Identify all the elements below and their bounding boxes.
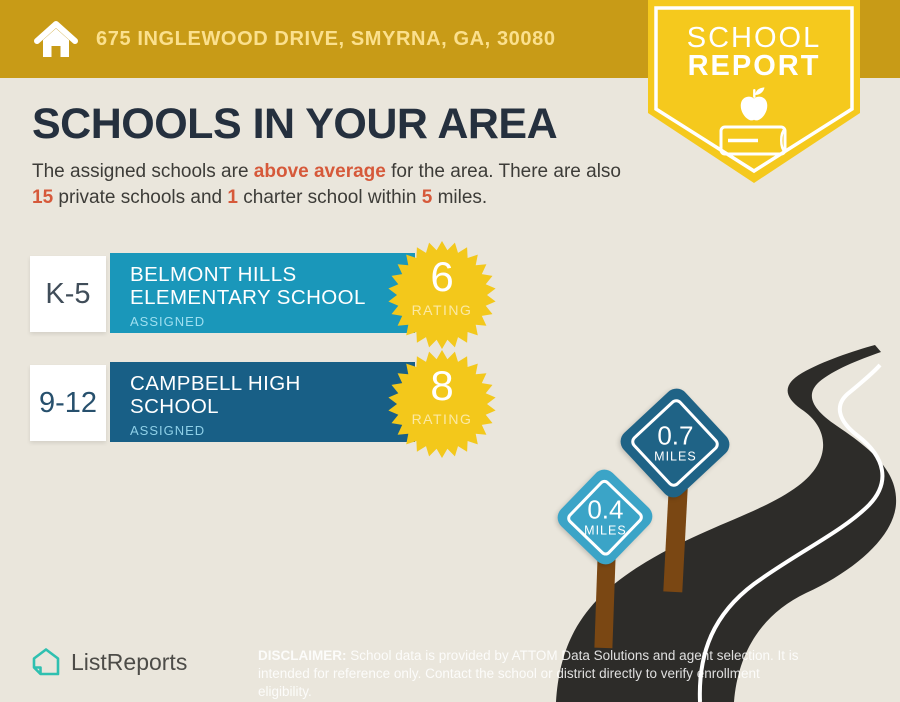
grade-range-label: 9-12	[38, 386, 98, 419]
property-address: 675 INGLEWOOD DRIVE, SMYRNA, GA, 30080	[96, 27, 556, 50]
rating-number: 8	[430, 362, 454, 409]
assigned-status: ASSIGNED	[130, 313, 206, 329]
brand-name: ListReports	[71, 648, 188, 675]
rating-badge-elementary: 6 RATING	[386, 239, 498, 351]
school-name: BELMONT HILLS ELEMENTARY SCHOOL	[130, 263, 415, 310]
disclaimer-body: School data is provided by ATTOM Data So…	[258, 648, 799, 699]
sign-distance-unit: MILES	[653, 449, 697, 464]
rating-number: 6	[430, 253, 454, 300]
intro-highlight-charter-count: 1	[227, 187, 238, 209]
sign-distance-unit: MILES	[583, 523, 627, 538]
school-name-line1: BELMONT HILLS	[130, 263, 297, 286]
school-name-line2: ELEMENTARY SCHOOL	[130, 286, 366, 310]
disclaimer-text: DISCLAIMER: School data is provided by A…	[258, 647, 816, 700]
intro-highlight-private-count: 15	[32, 187, 54, 209]
school-name-line1: CAMPBELL HIGH	[130, 372, 301, 395]
intro-seg3: private schools and	[53, 187, 228, 209]
sign-distance-value: 0.4	[586, 494, 624, 525]
school-report-badge: SCHOOL REPORT	[648, 0, 860, 186]
home-icon	[34, 21, 78, 57]
sign-distance-value: 0.7	[656, 420, 694, 451]
grade-range-box-elementary: K-5	[30, 256, 106, 332]
sign-post-near	[594, 555, 616, 649]
intro-highlight-miles: 5	[421, 187, 433, 209]
intro-seg5: miles.	[432, 187, 488, 209]
school-name: CAMPBELL HIGH SCHOOL	[130, 372, 415, 419]
assigned-status: ASSIGNED	[130, 422, 206, 438]
rating-badge-high: 8 RATING	[386, 348, 498, 460]
intro-highlight-above-average: above average	[253, 161, 386, 182]
listreports-logo: ListReports	[30, 646, 187, 678]
apple-icon	[740, 87, 768, 121]
grade-range-box-high: 9-12	[30, 365, 106, 441]
school-name-line2: SCHOOL	[130, 395, 219, 419]
rating-label: RATING	[411, 411, 473, 427]
road-surface	[556, 345, 897, 702]
page-title: SCHOOLS IN YOUR AREA	[32, 100, 558, 148]
sign-text: 0.7 MILES	[653, 420, 697, 464]
starburst-shape	[388, 241, 496, 349]
school-card-elementary: BELMONT HILLS ELEMENTARY SCHOOL ASSIGNED	[110, 253, 415, 333]
badge-line2: REPORT	[687, 50, 821, 82]
grade-range-label: K-5	[45, 277, 91, 310]
disclaimer-label: DISCLAIMER:	[258, 648, 347, 663]
badge-line1: SCHOOL	[686, 22, 822, 54]
listreports-icon	[32, 648, 60, 676]
intro-seg2: for the area. There are also	[385, 161, 621, 182]
starburst-shape	[388, 350, 496, 458]
intro-seg4: charter school within	[237, 187, 422, 209]
sign-text: 0.4 MILES	[583, 494, 627, 538]
rating-label: RATING	[411, 302, 473, 318]
book-icon	[719, 125, 787, 156]
intro-seg1: The assigned schools are	[32, 161, 254, 182]
school-card-high: CAMPBELL HIGH SCHOOL ASSIGNED	[110, 362, 415, 442]
road-center-line	[697, 363, 885, 702]
intro-text: The assigned schools are above average f…	[32, 159, 642, 211]
